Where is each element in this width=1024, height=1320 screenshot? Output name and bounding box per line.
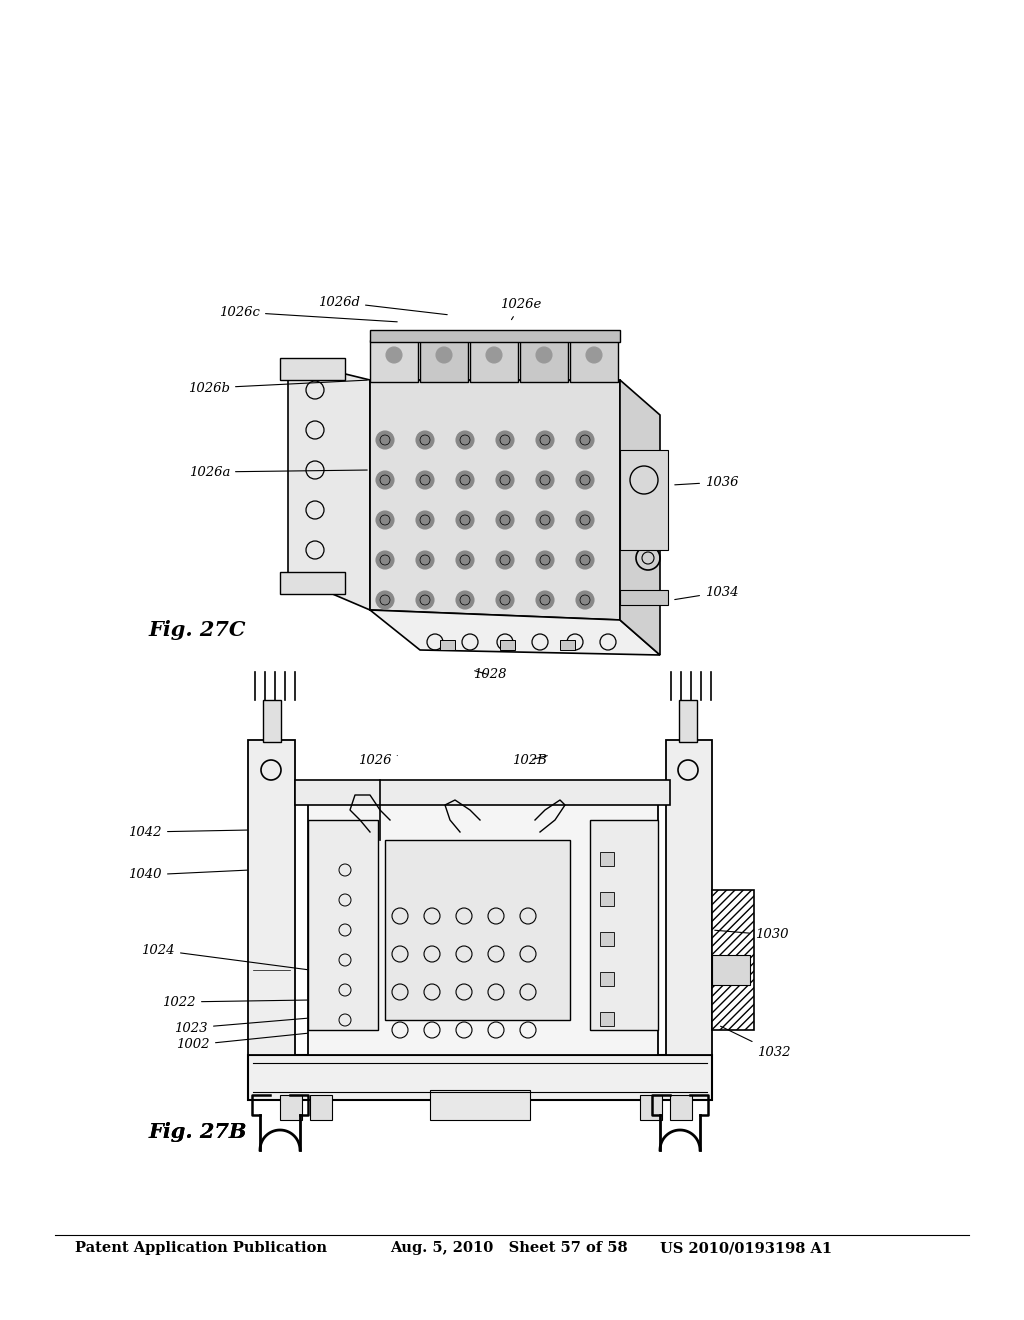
Polygon shape (288, 360, 370, 610)
FancyBboxPatch shape (420, 341, 468, 381)
Text: 1026d: 1026d (318, 296, 447, 314)
Text: 1034: 1034 (675, 586, 738, 599)
FancyBboxPatch shape (590, 820, 658, 1030)
FancyBboxPatch shape (308, 800, 658, 1055)
FancyBboxPatch shape (600, 1012, 614, 1026)
Circle shape (416, 511, 434, 529)
FancyBboxPatch shape (280, 358, 345, 380)
Text: US 2010/0193198 A1: US 2010/0193198 A1 (660, 1241, 833, 1255)
Circle shape (536, 347, 552, 363)
FancyBboxPatch shape (295, 780, 670, 805)
Polygon shape (620, 380, 660, 655)
Circle shape (456, 432, 474, 449)
Circle shape (416, 591, 434, 609)
Circle shape (386, 347, 402, 363)
Circle shape (575, 471, 594, 488)
FancyBboxPatch shape (385, 840, 570, 1020)
FancyBboxPatch shape (670, 1096, 692, 1119)
Polygon shape (370, 380, 620, 620)
Circle shape (536, 511, 554, 529)
Text: 1040: 1040 (128, 869, 247, 882)
Circle shape (536, 432, 554, 449)
FancyBboxPatch shape (666, 741, 712, 1055)
FancyBboxPatch shape (570, 341, 618, 381)
Circle shape (486, 347, 502, 363)
FancyBboxPatch shape (712, 954, 750, 985)
Text: Patent Application Publication: Patent Application Publication (75, 1241, 327, 1255)
FancyBboxPatch shape (370, 341, 418, 381)
FancyBboxPatch shape (263, 700, 281, 742)
FancyBboxPatch shape (310, 1096, 332, 1119)
FancyBboxPatch shape (430, 1090, 530, 1119)
Text: 1026b: 1026b (188, 380, 368, 395)
Circle shape (536, 471, 554, 488)
FancyBboxPatch shape (470, 341, 518, 381)
Text: 1022: 1022 (163, 995, 307, 1008)
FancyBboxPatch shape (600, 851, 614, 866)
Circle shape (496, 591, 514, 609)
Circle shape (496, 471, 514, 488)
FancyBboxPatch shape (600, 932, 614, 946)
Circle shape (376, 511, 394, 529)
Text: Fig. 27B: Fig. 27B (148, 1122, 247, 1142)
Text: 1042: 1042 (128, 825, 247, 838)
Circle shape (496, 511, 514, 529)
Circle shape (536, 591, 554, 609)
Text: 1026c: 1026c (219, 305, 397, 322)
FancyBboxPatch shape (500, 640, 515, 649)
FancyBboxPatch shape (620, 590, 668, 605)
FancyBboxPatch shape (248, 741, 295, 1055)
Text: Fig. 27B: Fig. 27B (148, 1122, 247, 1142)
Circle shape (376, 591, 394, 609)
Text: 1032: 1032 (721, 1026, 791, 1059)
FancyBboxPatch shape (600, 892, 614, 906)
FancyBboxPatch shape (712, 890, 754, 1030)
Circle shape (456, 591, 474, 609)
Circle shape (436, 347, 452, 363)
Text: 1028: 1028 (473, 668, 507, 681)
Text: 1024: 1024 (141, 944, 307, 970)
FancyBboxPatch shape (440, 640, 455, 649)
Polygon shape (370, 610, 660, 655)
Text: 1023: 1023 (174, 1018, 307, 1035)
Circle shape (575, 550, 594, 569)
FancyBboxPatch shape (679, 700, 697, 742)
Text: Fig. 27C: Fig. 27C (148, 620, 246, 640)
FancyBboxPatch shape (280, 572, 345, 594)
FancyBboxPatch shape (560, 640, 575, 649)
FancyBboxPatch shape (370, 330, 620, 342)
Circle shape (496, 432, 514, 449)
Text: 1002: 1002 (176, 1034, 307, 1052)
Circle shape (456, 471, 474, 488)
Text: 1026e: 1026e (500, 298, 542, 319)
Text: 1036: 1036 (675, 475, 738, 488)
FancyBboxPatch shape (600, 972, 614, 986)
Text: 102B: 102B (513, 754, 548, 767)
Circle shape (575, 432, 594, 449)
Circle shape (416, 432, 434, 449)
Text: 1026: 1026 (358, 754, 397, 767)
Circle shape (376, 471, 394, 488)
Circle shape (586, 347, 602, 363)
Circle shape (536, 550, 554, 569)
Circle shape (575, 591, 594, 609)
FancyBboxPatch shape (280, 1096, 302, 1119)
FancyBboxPatch shape (520, 341, 568, 381)
Text: Aug. 5, 2010   Sheet 57 of 58: Aug. 5, 2010 Sheet 57 of 58 (390, 1241, 628, 1255)
Circle shape (496, 550, 514, 569)
Circle shape (376, 432, 394, 449)
Circle shape (416, 471, 434, 488)
Circle shape (376, 550, 394, 569)
Circle shape (416, 550, 434, 569)
Circle shape (575, 511, 594, 529)
Text: 1026a: 1026a (188, 466, 368, 479)
FancyBboxPatch shape (248, 1055, 712, 1100)
Circle shape (456, 511, 474, 529)
Text: 1030: 1030 (715, 928, 788, 941)
FancyBboxPatch shape (308, 820, 378, 1030)
FancyBboxPatch shape (620, 450, 668, 550)
FancyBboxPatch shape (640, 1096, 662, 1119)
Circle shape (456, 550, 474, 569)
